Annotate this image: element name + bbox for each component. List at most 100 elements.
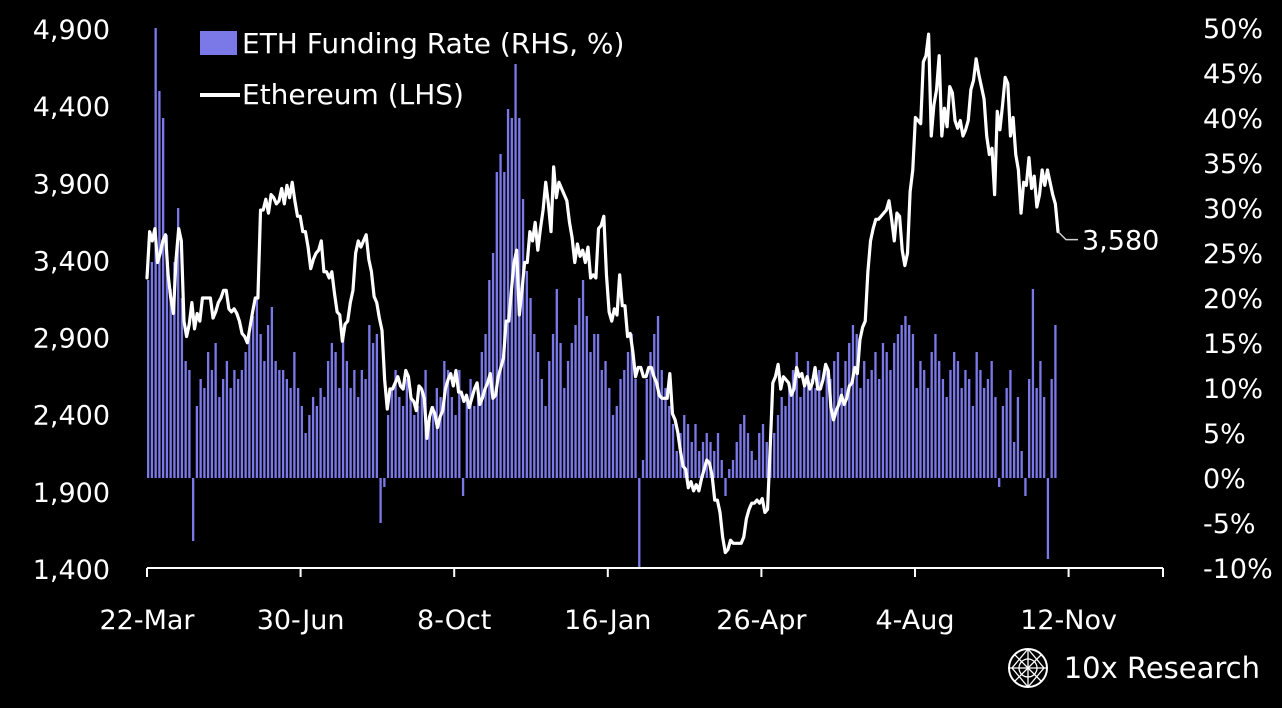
funding-rate-bar <box>308 415 311 478</box>
funding-rate-bar <box>443 361 446 478</box>
legend: ETH Funding Rate (RHS, %) Ethereum (LHS) <box>200 27 624 111</box>
x-tick-label: 8-Oct <box>417 605 491 636</box>
funding-rate-bar <box>600 370 603 478</box>
funding-rate-bar <box>795 352 798 478</box>
legend-line-label: Ethereum (LHS) <box>242 78 464 111</box>
funding-rate-bar <box>904 316 907 478</box>
funding-rate-bar <box>548 361 551 478</box>
funding-rate-bar <box>619 379 622 478</box>
funding-rate-bar <box>150 262 154 478</box>
funding-rate-bar <box>675 451 678 478</box>
funding-rate-bar <box>626 352 630 478</box>
funding-rate-bar <box>304 433 307 478</box>
funding-rate-bar <box>375 334 379 478</box>
funding-rate-bar <box>431 406 435 478</box>
funding-rate-bar <box>668 406 671 478</box>
funding-rate-bar <box>1001 406 1005 478</box>
funding-rate-bar <box>923 370 926 478</box>
funding-rate-bar <box>758 433 761 478</box>
funding-rate-bar <box>1020 451 1023 478</box>
funding-rate-bar <box>574 325 577 478</box>
funding-rate-bar <box>806 361 810 478</box>
funding-rate-bar <box>705 433 708 478</box>
funding-rate-bar <box>206 352 210 478</box>
funding-rate-bar <box>1031 289 1035 478</box>
funding-rate-bar <box>379 478 382 523</box>
funding-rate-bar <box>1035 388 1038 478</box>
funding-rate-bar <box>188 370 191 478</box>
funding-rate-bar <box>555 289 558 478</box>
branding: 10x Research <box>1006 646 1260 690</box>
funding-rate-bar <box>259 334 262 478</box>
left-y-tick-label: 2,900 <box>33 324 110 355</box>
funding-rate-bar <box>514 64 517 478</box>
funding-rate-bar <box>930 352 933 478</box>
funding-rate-bar <box>1016 397 1020 478</box>
funding-rate-bar <box>394 370 397 478</box>
right-y-tick-label: 5% <box>1203 419 1246 450</box>
funding-rate-bar <box>420 388 423 478</box>
funding-rate-bar <box>941 379 945 478</box>
funding-rate-bar <box>720 460 723 478</box>
funding-rate-bar <box>465 397 468 478</box>
funding-rate-bar <box>889 370 892 478</box>
funding-rate-bar <box>608 388 611 478</box>
legend-bar-label: ETH Funding Rate (RHS, %) <box>242 27 624 60</box>
funding-rate-bar <box>544 406 547 478</box>
funding-rate-bar <box>255 298 259 478</box>
funding-rate-bar <box>649 352 652 478</box>
x-tick-label: 30-Jun <box>257 605 345 636</box>
funding-rate-bar <box>435 388 438 478</box>
funding-rate-bar <box>604 361 607 478</box>
funding-rate-bar <box>439 397 442 478</box>
funding-rate-bar <box>615 406 618 478</box>
funding-rate-bar <box>1050 379 1053 478</box>
x-tick-label: 22-Mar <box>99 605 195 636</box>
funding-rate-bar <box>506 109 510 478</box>
left-y-tick-label: 3,900 <box>33 169 110 200</box>
funding-rate-bar <box>225 361 229 478</box>
ethereum-price-line <box>145 32 1060 555</box>
funding-rate-bar <box>698 451 701 478</box>
funding-rate-bar <box>240 370 244 478</box>
funding-rate-bar <box>934 334 937 478</box>
funding-rate-bar <box>386 415 390 478</box>
funding-rate-bar <box>248 334 251 478</box>
funding-rate-bar <box>390 388 393 478</box>
funding-rate-bar <box>994 397 997 478</box>
funding-rate-bar <box>915 388 918 478</box>
funding-rate-bar <box>953 352 956 478</box>
funding-rate-bar <box>885 352 888 478</box>
funding-rate-bar <box>840 388 843 478</box>
funding-rate-bar <box>919 361 922 478</box>
funding-rate-bar <box>855 334 858 478</box>
funding-rate-bar <box>278 370 281 478</box>
funding-rate-bar <box>491 253 495 478</box>
right-y-tick-label: 25% <box>1203 239 1263 270</box>
funding-rate-bar <box>169 289 172 478</box>
funding-rate-bar <box>214 343 217 478</box>
last-value-label: 3,580 <box>1082 226 1159 257</box>
funding-rate-bar <box>521 199 525 478</box>
funding-rate-bar <box>956 361 960 478</box>
funding-rate-bar <box>735 442 738 478</box>
funding-rate-bar <box>566 361 570 478</box>
x-axis-ticks: 22-Mar 30-Jun 8-Oct 16-Jan 26-Apr 4-Aug 12-Nov <box>99 568 1164 636</box>
left-y-tick-label: 1,400 <box>33 555 110 586</box>
funding-rate-bar <box>870 370 873 478</box>
x-tick-label: 4-Aug <box>875 605 954 636</box>
funding-rate-bar <box>315 406 319 478</box>
right-y-tick-label: 0% <box>1203 464 1246 495</box>
funding-rate-bar <box>251 316 255 478</box>
funding-rate-bar <box>559 343 562 478</box>
funding-rate-bar <box>244 352 247 478</box>
funding-rate-bar <box>788 388 791 478</box>
funding-rate-bar <box>593 334 596 478</box>
legend-bar-swatch <box>200 31 237 55</box>
funding-rate-bar <box>233 370 236 478</box>
funding-rate-bar <box>184 361 187 478</box>
funding-rate-bar <box>810 379 813 478</box>
funding-rate-bar <box>484 334 487 478</box>
funding-rate-bar <box>540 379 543 478</box>
